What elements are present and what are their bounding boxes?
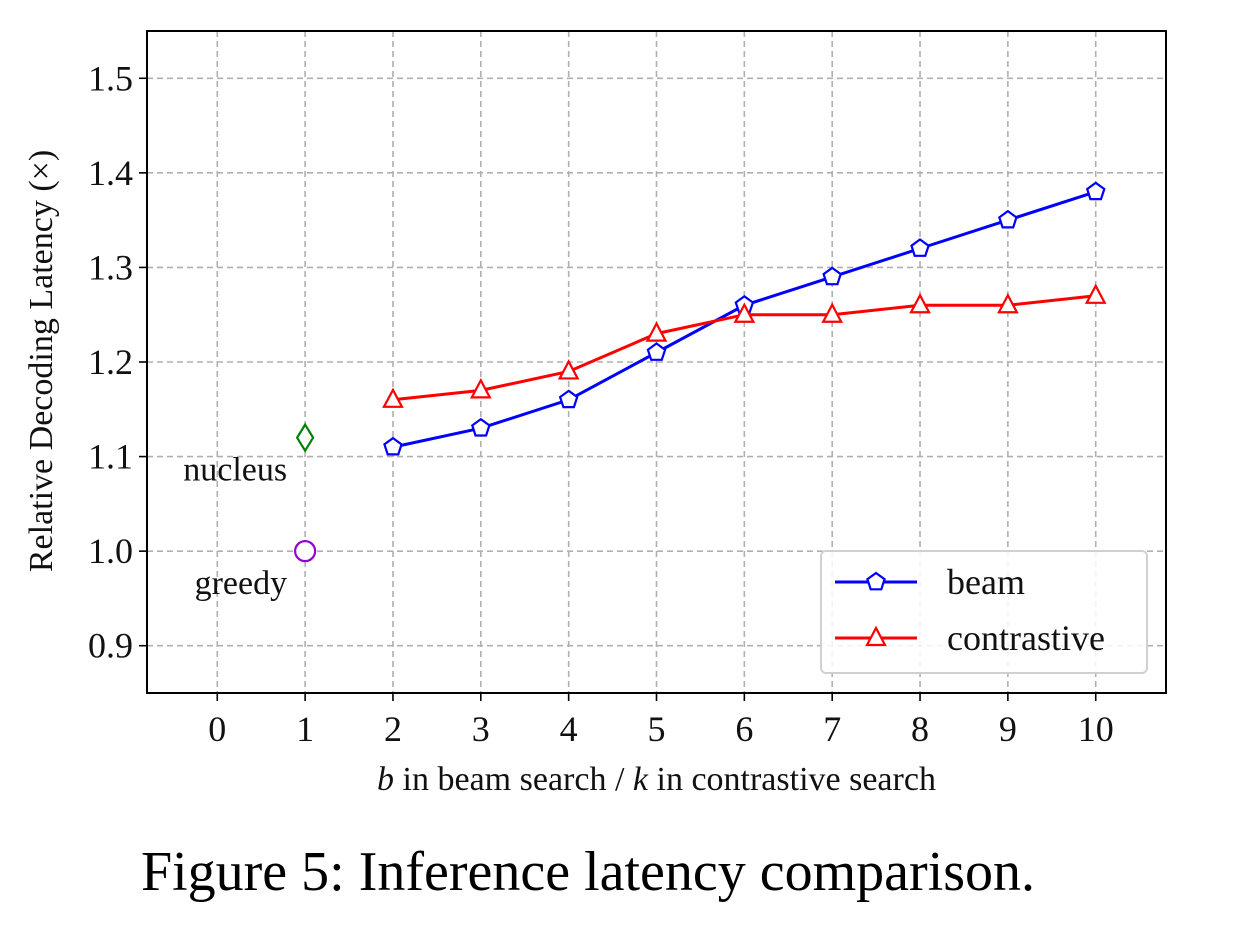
x-axis-label: b in beam search / k in contrastive sear…: [377, 761, 936, 798]
x-axis-label-part: b: [377, 761, 394, 798]
point-label-greedy: greedy: [195, 565, 288, 602]
x-tick-label: 9: [999, 709, 1017, 749]
x-axis-label-part: in beam search /: [394, 761, 633, 798]
point-markers: nucleus greedy: [183, 422, 317, 602]
y-tick-label: 0.9: [88, 626, 133, 666]
data-point-beam: [646, 342, 667, 361]
legend-label-beam: beam: [947, 562, 1025, 602]
y-axis-ticks: 0.9 1.0 1.1 1.2 1.3 1.4 1.5: [88, 58, 147, 666]
x-axis-ticks: 0 1 2 3 4 5 6 7 8 9 10: [208, 693, 1114, 749]
data-point-contrastive: [909, 292, 931, 314]
data-point-contrastive: [469, 378, 492, 399]
point-label-nucleus: nucleus: [183, 452, 287, 489]
x-tick-label: 1: [296, 709, 314, 749]
x-tick-label: 4: [560, 709, 578, 749]
data-point-beam: [822, 266, 842, 286]
data-point-contrastive: [1084, 283, 1107, 304]
legend-marker-beam: [866, 571, 886, 591]
x-tick-label: 5: [648, 709, 666, 749]
y-tick-label: 1.4: [88, 153, 133, 193]
x-tick-label: 3: [472, 709, 490, 749]
x-tick-label: 10: [1078, 709, 1114, 749]
data-point-contrastive: [557, 359, 580, 380]
legend-marker-contrastive: [865, 625, 887, 647]
y-tick-label: 1.0: [88, 531, 133, 571]
x-axis-label-part: in contrastive search: [648, 761, 936, 798]
data-point-beam: [383, 436, 403, 456]
data-point-greedy: [294, 540, 317, 563]
x-tick-label: 8: [911, 709, 929, 749]
y-tick-label: 1.5: [88, 58, 133, 98]
legend: beam contrastive: [820, 550, 1148, 674]
x-tick-label: 7: [823, 709, 841, 749]
data-point-beam: [471, 417, 491, 437]
legend-label-contrastive: contrastive: [947, 618, 1105, 658]
data-point-beam: [910, 238, 930, 257]
x-tick-label: 0: [208, 709, 226, 749]
data-point-beam: [558, 389, 579, 409]
latency-chart: nucleus greedy 0 1 2 3 4 5 6 7 8 9 10 0.9 1.0 1.1 1.2 1…: [23, 30, 1167, 798]
data-point-contrastive: [645, 321, 668, 342]
data-point-beam: [1085, 181, 1106, 201]
data-point-contrastive: [733, 302, 756, 323]
y-tick-label: 1.3: [88, 247, 133, 287]
data-point-contrastive: [997, 292, 1019, 314]
data-point-nucleus: [295, 422, 315, 453]
x-axis-label-part: k: [633, 761, 649, 798]
x-tick-label: 6: [735, 709, 753, 749]
y-tick-label: 1.1: [88, 437, 133, 477]
y-axis-label: Relative Decoding Latency (×): [23, 150, 60, 572]
y-tick-label: 1.2: [88, 342, 133, 382]
data-point-contrastive: [821, 302, 844, 323]
x-tick-label: 2: [384, 709, 402, 749]
data-point-contrastive: [382, 387, 404, 408]
data-point-beam: [998, 209, 1018, 229]
series-layer: [382, 181, 1107, 456]
figure-caption: Figure 5: Inference latency comparison.: [140, 841, 1036, 903]
